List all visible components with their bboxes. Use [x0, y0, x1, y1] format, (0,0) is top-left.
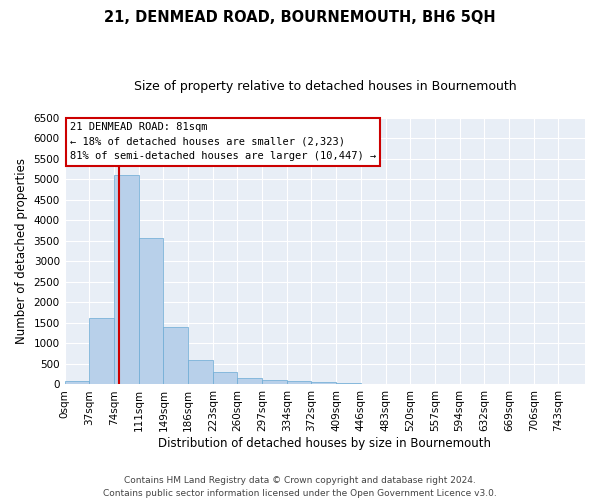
Bar [89, 318, 114, 384]
Title: Size of property relative to detached houses in Bournemouth: Size of property relative to detached ho… [134, 80, 516, 93]
Bar [262, 380, 287, 384]
Bar [311, 382, 336, 384]
Bar [287, 382, 311, 384]
Y-axis label: Number of detached properties: Number of detached properties [15, 158, 28, 344]
Text: 21, DENMEAD ROAD, BOURNEMOUTH, BH6 5QH: 21, DENMEAD ROAD, BOURNEMOUTH, BH6 5QH [104, 10, 496, 25]
Bar [238, 378, 262, 384]
Text: 21 DENMEAD ROAD: 81sqm
← 18% of detached houses are smaller (2,323)
81% of semi-: 21 DENMEAD ROAD: 81sqm ← 18% of detached… [70, 122, 376, 162]
Bar [163, 327, 188, 384]
Text: Contains HM Land Registry data © Crown copyright and database right 2024.
Contai: Contains HM Land Registry data © Crown c… [103, 476, 497, 498]
Bar [336, 383, 361, 384]
Bar [114, 175, 139, 384]
X-axis label: Distribution of detached houses by size in Bournemouth: Distribution of detached houses by size … [158, 437, 491, 450]
Bar [213, 372, 238, 384]
Bar [188, 360, 213, 384]
Bar [139, 238, 163, 384]
Bar [65, 382, 89, 384]
